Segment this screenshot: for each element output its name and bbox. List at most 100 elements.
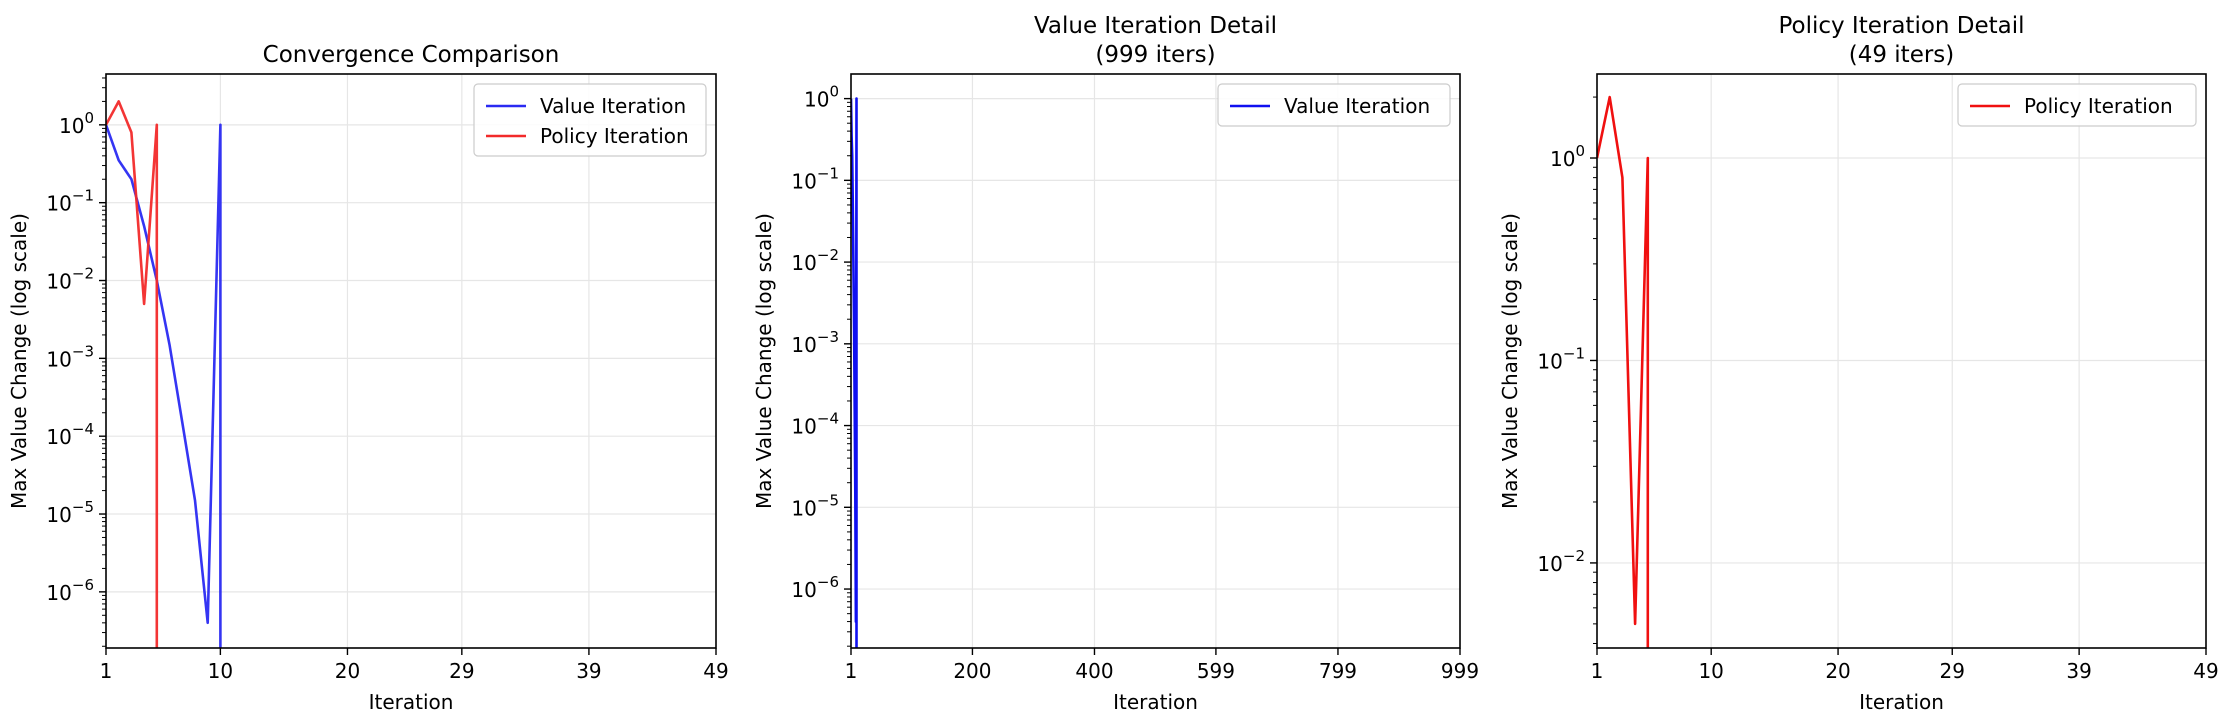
y-tick-label: 10−1 xyxy=(1537,344,1585,373)
series-line-value-iteration xyxy=(106,123,222,648)
chart-title: Convergence Comparison xyxy=(263,42,560,68)
y-tick-base: 10 xyxy=(46,425,71,449)
y-tick-base: 10 xyxy=(791,333,816,357)
x-tick-label: 29 xyxy=(1940,659,1965,683)
legend-box xyxy=(473,83,707,157)
y-tick-label: 100 xyxy=(1550,142,1585,171)
plot-frame xyxy=(105,73,717,649)
y-axis-label: Max Value Change (log scale) xyxy=(752,213,776,509)
y-tick-exponent: −3 xyxy=(72,342,94,360)
legend-box xyxy=(1217,83,1451,127)
y-tick-base: 10 xyxy=(791,169,816,193)
y-tick-label: 10−4 xyxy=(791,410,839,439)
x-tick-label: 10 xyxy=(1698,659,1723,683)
y-tick-exponent: −6 xyxy=(817,573,839,591)
y-axis-label: Max Value Change (log scale) xyxy=(7,213,31,509)
y-tick-exponent: −5 xyxy=(72,498,94,516)
x-tick-label: 200 xyxy=(953,659,991,683)
x-tick-label: 799 xyxy=(1319,659,1357,683)
y-tick-exponent: −4 xyxy=(817,410,839,428)
y-tick-base: 10 xyxy=(1550,147,1575,171)
x-tick-label: 1 xyxy=(845,659,858,683)
legend-box xyxy=(1957,83,2197,127)
x-tick-label: 999 xyxy=(1441,659,1479,683)
y-tick-label: 10−4 xyxy=(46,420,94,449)
y-tick-base: 10 xyxy=(804,88,829,112)
y-tick-base: 10 xyxy=(59,114,84,138)
y-tick-exponent: −4 xyxy=(72,420,94,438)
y-tick-label: 10−3 xyxy=(791,328,839,357)
y-tick-exponent: 0 xyxy=(1575,142,1585,160)
y-tick-base: 10 xyxy=(791,415,816,439)
y-tick-exponent: −1 xyxy=(72,187,94,205)
series-line-policy-iteration xyxy=(106,100,159,648)
y-tick-exponent: −1 xyxy=(817,164,839,182)
series-line-policy-iteration xyxy=(1597,95,1650,648)
x-axis-label: Iteration xyxy=(369,690,454,714)
y-tick-base: 10 xyxy=(46,270,71,294)
x-tick-label: 20 xyxy=(335,659,360,683)
x-tick-label: 10 xyxy=(208,659,233,683)
x-tick-label: 400 xyxy=(1075,659,1113,683)
legend: Value Iteration Policy Iteration xyxy=(473,83,707,157)
chart-title: Policy Iteration Detail xyxy=(1778,13,2024,39)
y-tick-base: 10 xyxy=(46,581,71,605)
x-tick-label: 1 xyxy=(1591,659,1604,683)
y-tick-label: 10−5 xyxy=(791,491,839,520)
chart-panel-2: 1 200 400 599 799 99910−610−510−410−310−210−1… xyxy=(752,13,1479,714)
y-tick-label: 10−2 xyxy=(791,246,839,275)
legend-label: Value Iteration xyxy=(540,94,686,118)
chart-subtitle: (999 iters) xyxy=(1095,42,1215,68)
y-tick-base: 10 xyxy=(791,251,816,275)
y-tick-exponent: −2 xyxy=(72,265,94,283)
y-tick-exponent: −1 xyxy=(1563,344,1585,362)
x-tick-label: 1 xyxy=(100,659,113,683)
y-tick-label: 10−5 xyxy=(46,498,94,527)
y-tick-base: 10 xyxy=(791,578,816,602)
plot-frame xyxy=(850,73,1461,649)
legend-label: Value Iteration xyxy=(1284,94,1430,118)
y-tick-exponent: −2 xyxy=(1563,547,1585,565)
y-tick-exponent: −2 xyxy=(817,246,839,264)
y-tick-label: 10−3 xyxy=(46,342,94,371)
y-axis-label: Max Value Change (log scale) xyxy=(1498,213,1522,509)
y-tick-label: 10−6 xyxy=(46,576,94,605)
y-tick-base: 10 xyxy=(46,347,71,371)
legend: Policy Iteration xyxy=(1957,83,2197,127)
y-tick-exponent: 0 xyxy=(84,109,94,127)
y-tick-label: 10−1 xyxy=(791,164,839,193)
chart-subtitle: (49 iters) xyxy=(1849,42,1955,68)
legend-label: Policy Iteration xyxy=(540,124,689,148)
y-tick-label: 10−6 xyxy=(791,573,839,602)
x-tick-label: 49 xyxy=(703,659,728,683)
legend: Value Iteration xyxy=(1217,83,1451,127)
y-tick-exponent: −5 xyxy=(817,491,839,509)
y-tick-base: 10 xyxy=(791,496,816,520)
y-tick-label: 100 xyxy=(804,83,839,112)
y-tick-base: 10 xyxy=(1537,552,1562,576)
x-tick-label: 29 xyxy=(449,659,474,683)
chart-title: Value Iteration Detail xyxy=(1034,13,1277,39)
x-tick-label: 20 xyxy=(1825,659,1850,683)
legend-label: Policy Iteration xyxy=(2024,94,2173,118)
y-tick-base: 10 xyxy=(1537,349,1562,373)
y-tick-label: 10−2 xyxy=(1537,547,1585,576)
x-tick-label: 49 xyxy=(2193,659,2218,683)
y-tick-label: 10−1 xyxy=(46,187,94,216)
x-tick-label: 39 xyxy=(576,659,601,683)
y-tick-label: 100 xyxy=(59,109,94,138)
x-tick-label: 599 xyxy=(1197,659,1235,683)
y-tick-base: 10 xyxy=(46,192,71,216)
y-tick-exponent: −3 xyxy=(817,328,839,346)
y-tick-base: 10 xyxy=(46,503,71,527)
y-tick-exponent: −6 xyxy=(72,576,94,594)
y-tick-label: 10−2 xyxy=(46,265,94,294)
x-axis-label: Iteration xyxy=(1859,690,1944,714)
x-axis-label: Iteration xyxy=(1113,690,1198,714)
y-tick-exponent: 0 xyxy=(829,83,839,101)
series-line-value-iteration xyxy=(851,97,858,648)
x-tick-label: 39 xyxy=(2066,659,2091,683)
chart-panel-1: 1 10 20 29 39 4910−610−510−410−310−210−1100Co… xyxy=(7,42,729,714)
